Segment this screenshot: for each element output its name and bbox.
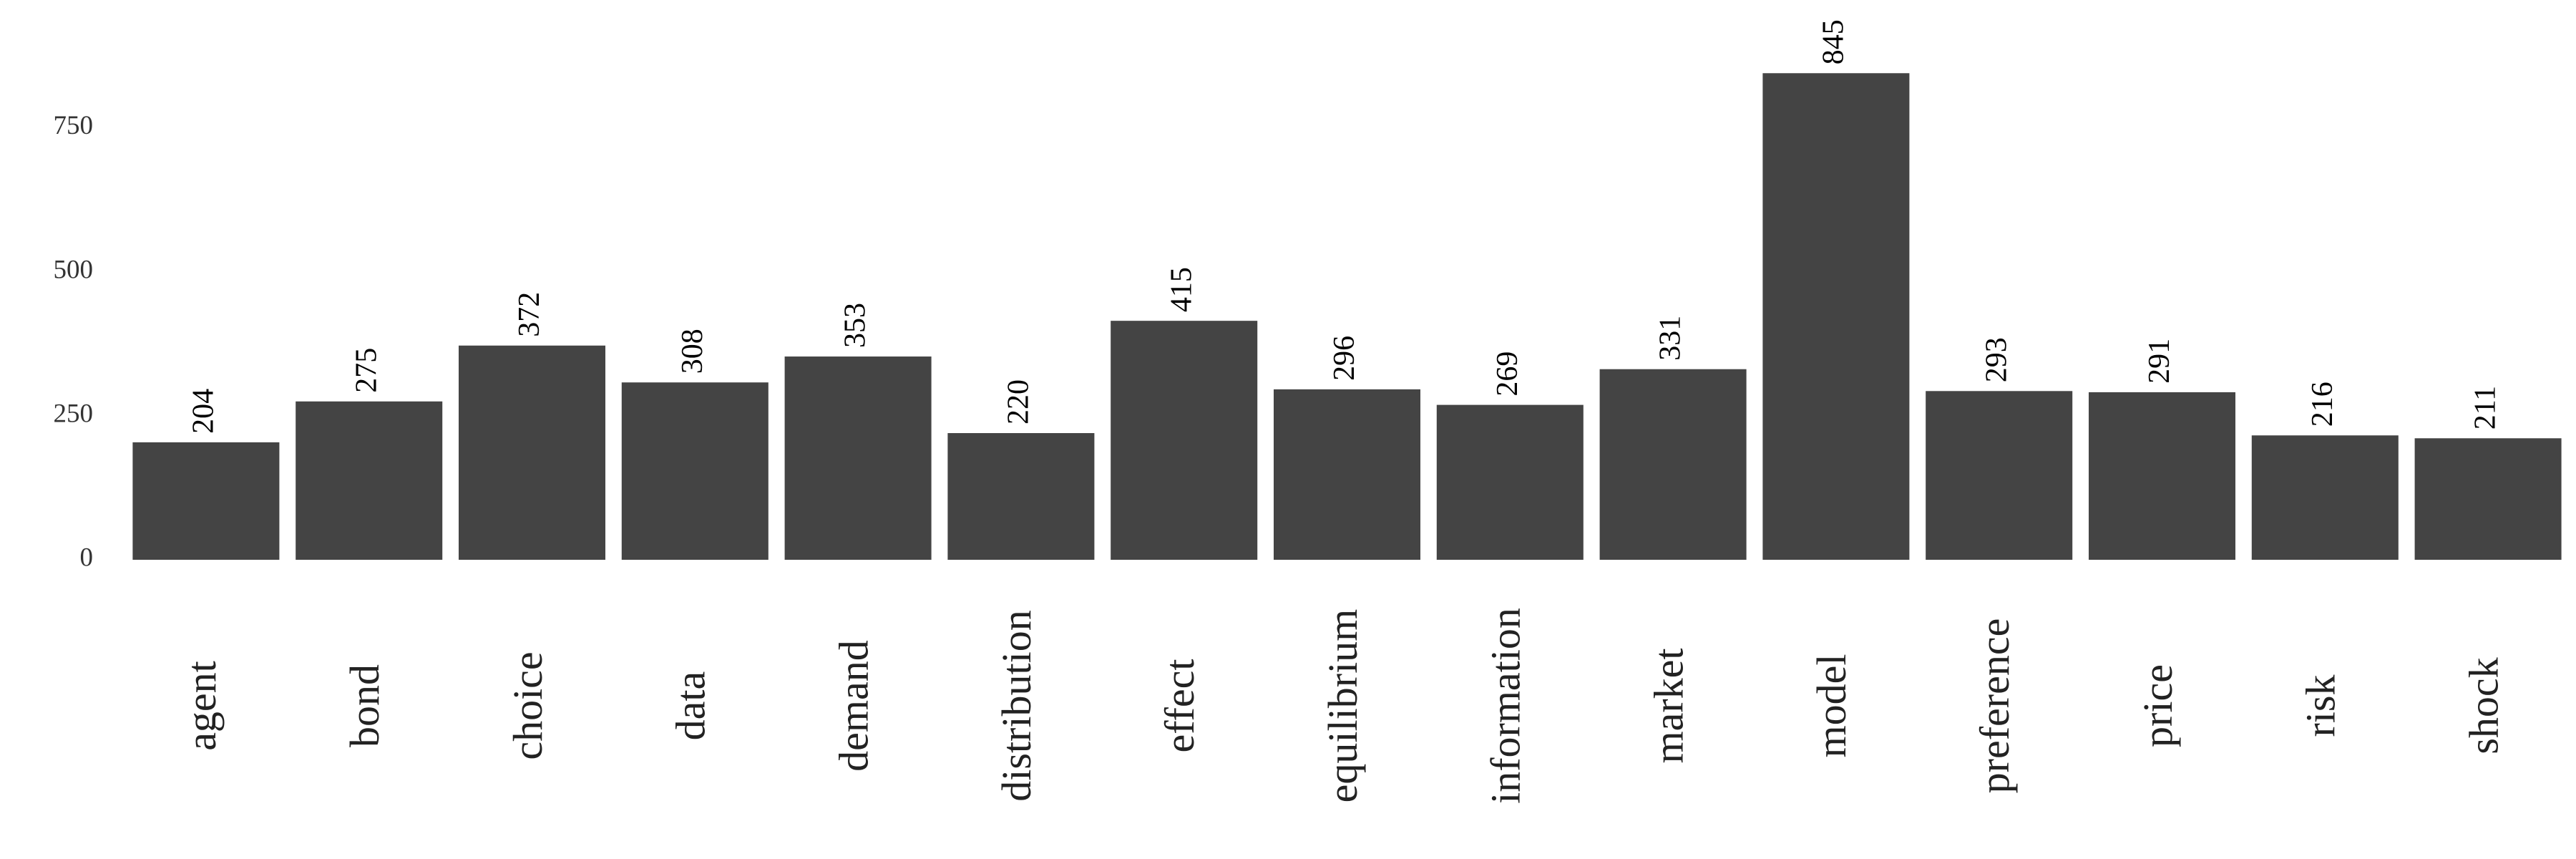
x-tick-label: effect (1156, 659, 1203, 753)
bar (296, 401, 443, 560)
bar (2088, 392, 2236, 560)
bar (1926, 391, 2073, 560)
y-tick-label: 750 (54, 111, 94, 140)
bar (2251, 435, 2399, 560)
y-tick-label: 250 (54, 399, 94, 428)
value-label: 204 (187, 389, 220, 434)
value-label: 291 (2143, 339, 2176, 384)
bar (1111, 321, 1258, 560)
value-label: 845 (1818, 19, 1850, 64)
x-tick-label: risk (2298, 675, 2344, 737)
value-label: 216 (2306, 382, 2339, 427)
x-tick-label: agent (178, 661, 225, 751)
x-tick-label: shock (2460, 657, 2507, 754)
x-tick-label: demand (830, 640, 877, 772)
x-tick-label: information (1483, 608, 1529, 804)
value-label: 308 (676, 329, 709, 374)
x-tick-label: market (1645, 648, 1692, 763)
bar (132, 442, 280, 560)
bar (1762, 73, 1910, 560)
value-label: 269 (1491, 351, 1524, 397)
x-tick-label: choice (504, 651, 551, 759)
value-label: 372 (513, 292, 546, 337)
bar (1273, 389, 1421, 560)
x-tick-label: equilibrium (1319, 609, 1366, 803)
x-tick-label: preference (1971, 618, 2018, 794)
value-label: 331 (1654, 316, 1687, 361)
value-label: 211 (2469, 386, 2502, 430)
value-label: 220 (1002, 379, 1035, 424)
value-label: 415 (1165, 267, 1198, 312)
bar (2414, 438, 2562, 560)
value-label: 296 (1328, 336, 1361, 381)
x-tick-label: bond (341, 664, 388, 747)
bar (1599, 369, 1747, 560)
bar (458, 345, 606, 560)
bar (784, 356, 932, 560)
x-tick-label: distribution (993, 610, 1040, 801)
x-tick-label: price (2135, 664, 2181, 747)
bar (621, 382, 769, 560)
x-tick-label: model (1808, 654, 1855, 758)
bar (1436, 404, 1584, 560)
x-tick-label: data (668, 671, 714, 741)
value-label: 275 (350, 348, 383, 393)
value-label: 293 (1980, 337, 2013, 382)
y-tick-label: 500 (54, 255, 94, 284)
value-label: 353 (839, 303, 872, 348)
y-tick-label: 0 (80, 543, 94, 572)
bar (947, 433, 1095, 560)
